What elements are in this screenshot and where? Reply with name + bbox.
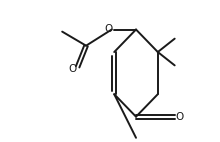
Text: O: O (176, 112, 184, 122)
Text: O: O (68, 64, 77, 74)
Text: O: O (104, 24, 113, 34)
